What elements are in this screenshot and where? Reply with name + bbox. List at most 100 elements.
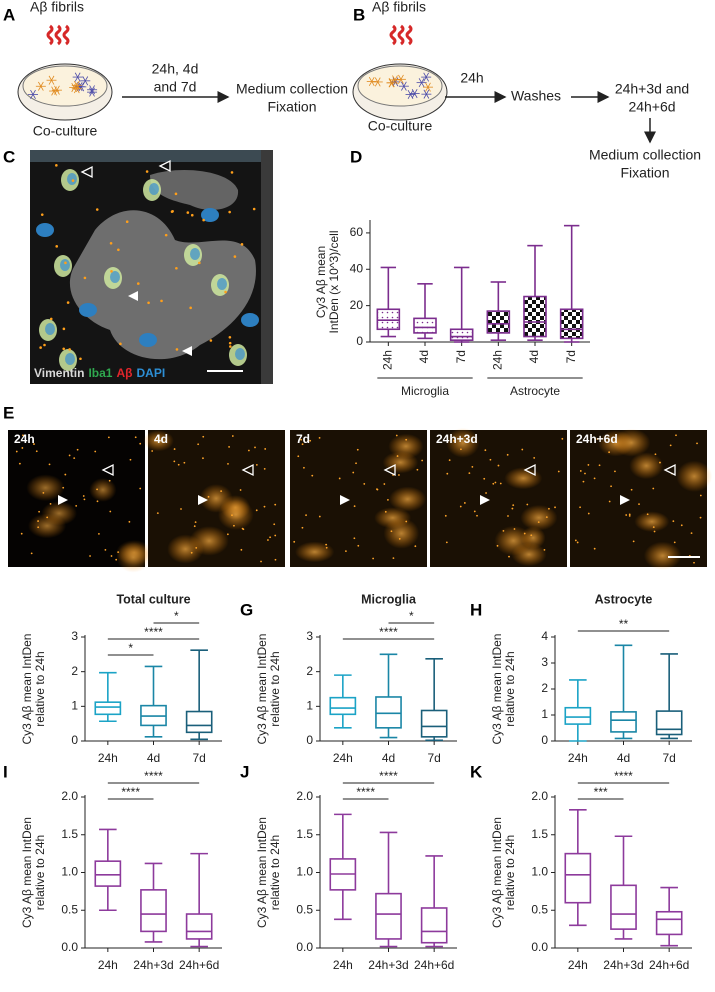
cell-process bbox=[82, 76, 86, 82]
abeta-dot bbox=[311, 474, 314, 477]
abeta-dot bbox=[39, 346, 42, 349]
box bbox=[94, 860, 122, 887]
cell-process bbox=[40, 86, 44, 91]
abeta-dot bbox=[630, 488, 633, 491]
abeta-dot bbox=[173, 448, 176, 450]
nucleus bbox=[217, 278, 227, 290]
y-tick-label: 3 bbox=[71, 629, 78, 643]
box bbox=[559, 308, 584, 340]
cell-process bbox=[377, 81, 381, 87]
cell-process bbox=[73, 80, 78, 86]
y-tick-label: 20 bbox=[350, 298, 364, 312]
y-axis-label: relative to 24h bbox=[268, 835, 282, 910]
abeta-dot bbox=[145, 170, 149, 173]
abeta-dot bbox=[548, 507, 550, 510]
y-axis-label: Cy3 Aβ mean IntDen bbox=[20, 817, 34, 928]
abeta-dot bbox=[325, 546, 328, 549]
abeta-dot bbox=[512, 504, 515, 507]
abeta-dot bbox=[690, 532, 693, 535]
panel-label: E bbox=[3, 403, 14, 422]
x-tick-label: 24h bbox=[333, 958, 353, 972]
cell-process bbox=[38, 86, 42, 91]
cell-process bbox=[78, 82, 82, 88]
abeta-dot bbox=[652, 487, 655, 490]
abeta-dot bbox=[372, 557, 375, 560]
cell-process bbox=[423, 89, 427, 95]
arrowhead bbox=[620, 495, 630, 505]
cell-process bbox=[394, 75, 398, 81]
cell-process bbox=[423, 72, 427, 78]
abeta-dot bbox=[180, 508, 182, 510]
abeta-dot bbox=[300, 438, 302, 441]
abeta-dot bbox=[318, 515, 321, 518]
abeta-dot bbox=[506, 453, 509, 456]
box bbox=[564, 706, 592, 725]
abeta-dot bbox=[129, 458, 132, 461]
abeta-dot bbox=[473, 510, 476, 513]
abeta-dot bbox=[530, 534, 533, 537]
reagent-label: Aβ fibrils bbox=[372, 0, 426, 15]
abeta-dot bbox=[699, 494, 702, 497]
cell-process bbox=[48, 75, 52, 81]
x-tick-label: 7d bbox=[564, 350, 578, 363]
abeta-dot bbox=[625, 514, 628, 516]
cell-process bbox=[410, 94, 414, 100]
abeta-dot bbox=[608, 500, 611, 503]
x-tick-label: 7d bbox=[427, 751, 440, 765]
cell-process bbox=[89, 91, 93, 97]
panel-label: D bbox=[350, 147, 362, 166]
abeta-dot bbox=[533, 457, 536, 459]
abeta-dot bbox=[628, 513, 631, 516]
frame-label: 7d bbox=[296, 432, 310, 446]
abeta-dot bbox=[71, 179, 75, 182]
frame-label: 4d bbox=[154, 432, 168, 446]
cell-process bbox=[91, 85, 95, 90]
y-tick-label: 2 bbox=[306, 664, 313, 678]
timepoints: 24h, 4d bbox=[152, 61, 199, 77]
abeta-dot bbox=[30, 552, 33, 555]
abeta-dot bbox=[104, 548, 107, 551]
abeta-dot bbox=[398, 537, 401, 540]
abeta-dot bbox=[614, 470, 616, 473]
abeta-dot bbox=[228, 341, 232, 345]
cell-glow bbox=[295, 541, 335, 563]
abeta-dot bbox=[561, 437, 564, 440]
cell-process bbox=[377, 77, 381, 83]
abeta-dot bbox=[264, 448, 267, 450]
abeta-dot bbox=[405, 438, 408, 441]
abeta-dot bbox=[357, 544, 360, 547]
diagram-a: Aβ fibrils Co-culture 24h, 4d and 7d Med… bbox=[17, 0, 348, 139]
y-tick-label: 0 bbox=[71, 733, 78, 747]
cell-process bbox=[71, 87, 75, 93]
abeta-dot bbox=[273, 523, 276, 526]
abeta-dot bbox=[151, 450, 154, 452]
significance-label: * bbox=[128, 641, 133, 655]
cell-process bbox=[374, 77, 379, 83]
cell-process bbox=[30, 89, 34, 95]
abeta-dot bbox=[654, 453, 657, 456]
abeta-dot bbox=[387, 498, 389, 501]
abeta-dot bbox=[274, 534, 277, 537]
abeta-dot bbox=[174, 192, 178, 196]
abeta-dot bbox=[18, 462, 21, 465]
arrowhead-open bbox=[663, 463, 676, 477]
significance-label: * bbox=[409, 609, 414, 623]
step: 24h bbox=[460, 70, 483, 86]
abeta-dot bbox=[274, 558, 277, 561]
cell-process bbox=[421, 78, 425, 83]
cell-process bbox=[32, 89, 36, 95]
cell-process bbox=[394, 79, 398, 85]
abeta-dot bbox=[526, 503, 529, 506]
abeta-dot bbox=[119, 342, 122, 346]
cell-process bbox=[40, 81, 44, 87]
abeta-dot bbox=[96, 488, 98, 491]
vimentin-cell bbox=[150, 170, 239, 210]
cell-glow bbox=[494, 525, 533, 556]
cell-process bbox=[48, 80, 52, 85]
significance-label: * bbox=[174, 609, 179, 623]
cell-glow bbox=[520, 504, 558, 531]
significance-label: **** bbox=[121, 785, 140, 799]
x-tick-label: 24h+3d bbox=[368, 958, 408, 972]
y-tick-label: 3 bbox=[306, 629, 313, 643]
